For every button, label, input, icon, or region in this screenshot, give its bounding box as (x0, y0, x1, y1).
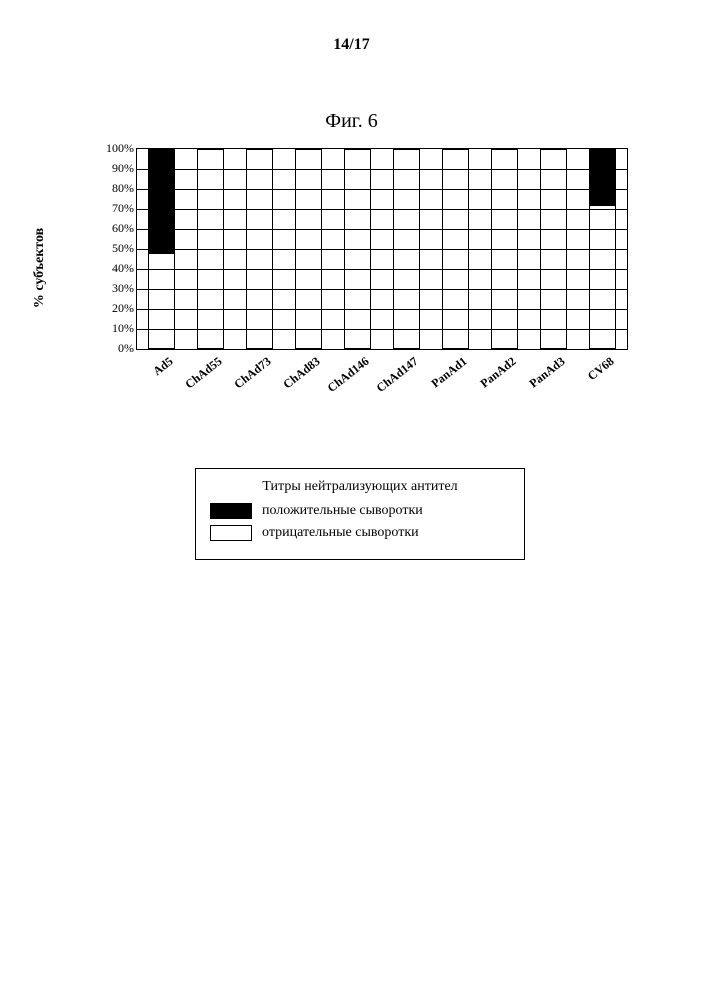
y-tick-label: 30% (90, 282, 134, 294)
figure-title: Фиг. 6 (0, 110, 703, 133)
y-tick-label: 40% (90, 262, 134, 274)
y-axis-title: % субъектов (32, 168, 48, 368)
legend-item: отрицательные сыворотки (210, 525, 510, 541)
y-tick-label: 90% (90, 162, 134, 174)
page-number: 14/17 (0, 36, 703, 54)
y-tick-label: 80% (90, 182, 134, 194)
y-tick-label: 10% (90, 322, 134, 334)
grid-line (137, 309, 627, 310)
grid-line (137, 329, 627, 330)
legend: Титры нейтрализующих антител положительн… (195, 468, 525, 560)
grid-line (137, 229, 627, 230)
legend-swatch (210, 503, 252, 519)
grid-line (137, 169, 627, 170)
legend-swatch (210, 525, 252, 541)
y-tick-label: 20% (90, 302, 134, 314)
legend-label: отрицательные сыворотки (262, 525, 419, 541)
bar-segment-positive (148, 149, 175, 253)
legend-label: положительные сыворотки (262, 503, 423, 519)
grid-line (137, 269, 627, 270)
bar-segment-positive (589, 149, 616, 205)
legend-item: положительные сыворотки (210, 503, 510, 519)
grid-line (137, 209, 627, 210)
plot-area (136, 148, 628, 350)
grid-line (137, 289, 627, 290)
y-tick-label: 50% (90, 242, 134, 254)
legend-title: Титры нейтрализующих антител (210, 479, 510, 495)
y-tick-label: 100% (90, 142, 134, 154)
bar-segment-negative (589, 205, 616, 349)
y-tick-label: 70% (90, 202, 134, 214)
grid-line (137, 249, 627, 250)
grid-line (137, 189, 627, 190)
bar-chart: % субъектов 0%10%20%30%40%50%60%70%80%90… (90, 148, 640, 438)
bar-segment-negative (148, 253, 175, 349)
y-tick-label: 60% (90, 222, 134, 234)
y-tick-label: 0% (90, 342, 134, 354)
